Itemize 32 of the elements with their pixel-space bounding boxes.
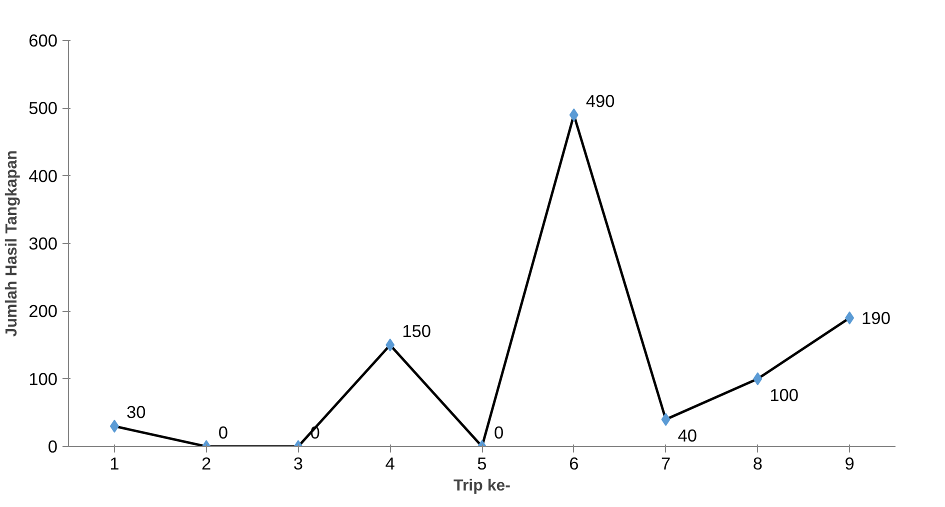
y-tick-label: 400 <box>28 166 58 186</box>
data-label: 490 <box>586 90 615 111</box>
data-label: 40 <box>678 425 698 446</box>
x-tick-label: 4 <box>385 454 396 474</box>
point <box>845 311 854 324</box>
x-tick-label: 5 <box>477 454 487 474</box>
data-label: 30 <box>126 402 146 422</box>
x-tick-label: 8 <box>752 454 762 474</box>
x-tick-label: 7 <box>660 454 671 474</box>
y-axis-title: Jumlah Hasil Tangkapan <box>4 150 21 337</box>
x-axis-title: Trip ke- <box>454 478 510 494</box>
y-tick-label: 100 <box>28 368 58 389</box>
x-tick-label: 9 <box>844 454 854 474</box>
data-label: 150 <box>402 321 432 341</box>
x-tick-label: 3 <box>293 454 304 474</box>
point <box>110 420 119 433</box>
y-tick-label: 0 <box>48 436 58 456</box>
y-tick-label: 200 <box>28 301 58 322</box>
y-tick-label: 300 <box>28 234 58 254</box>
x-tick-label: 1 <box>110 454 120 474</box>
point <box>386 338 395 352</box>
point <box>569 108 578 122</box>
x-tick-label: 6 <box>569 454 579 474</box>
point <box>753 372 762 386</box>
data-label: 100 <box>770 384 799 405</box>
data-label: 0 <box>494 422 504 442</box>
data-label: 0 <box>218 422 228 442</box>
y-tick-label: 500 <box>28 98 58 118</box>
x-tick-label: 2 <box>202 454 212 474</box>
y-tick-label: 600 <box>28 30 58 50</box>
data-label: 190 <box>862 308 890 328</box>
point <box>661 412 670 426</box>
